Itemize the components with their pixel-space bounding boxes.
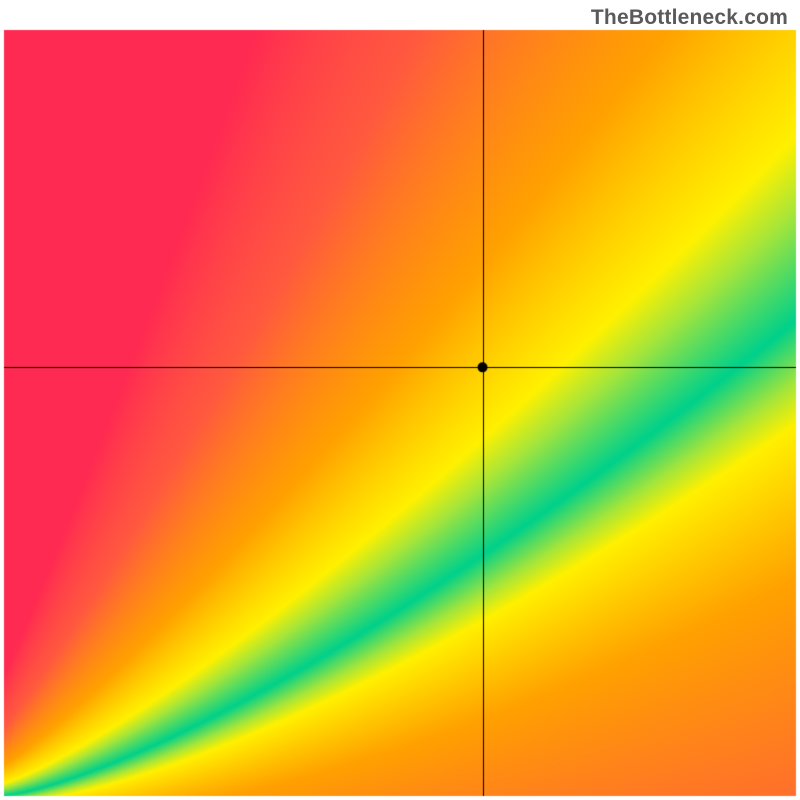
bottleneck-heatmap: TheBottleneck.com xyxy=(0,0,800,800)
watermark-text: TheBottleneck.com xyxy=(591,6,788,30)
heatmap-canvas xyxy=(0,0,800,800)
